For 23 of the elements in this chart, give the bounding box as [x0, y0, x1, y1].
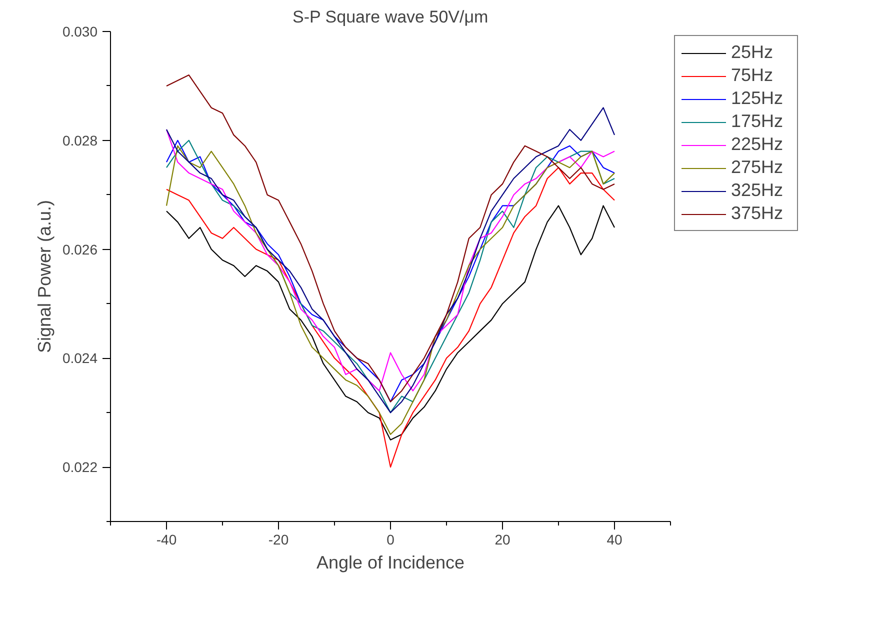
y-tick-label: 0.030 — [62, 24, 98, 40]
x-tick-label: 40 — [606, 532, 622, 548]
x-axis-title: Angle of Incidence — [316, 552, 465, 572]
legend-label: 275Hz — [731, 157, 784, 178]
legend-label: 75Hz — [731, 65, 774, 86]
legend-label: 375Hz — [731, 203, 784, 224]
y-axis-title: Signal Power (a.u.) — [34, 200, 54, 354]
y-tick-label: 0.026 — [62, 241, 98, 258]
legend-label: 325Hz — [731, 180, 784, 201]
y-tick-label: 0.028 — [62, 132, 98, 148]
chart-title: S-P Square wave 50V/μm — [292, 8, 488, 26]
x-tick-label: 20 — [494, 532, 510, 548]
y-tick-label: 0.024 — [62, 350, 98, 366]
x-tick-label: -40 — [156, 532, 177, 548]
legend-label: 125Hz — [731, 88, 784, 109]
legend-label: 25Hz — [731, 42, 774, 63]
legend-label: 225Hz — [731, 134, 784, 155]
x-tick-label: 0 — [386, 532, 395, 548]
line-series — [166, 205, 616, 440]
line-series — [166, 167, 616, 468]
y-tick-label: 0.022 — [62, 459, 98, 476]
legend-label: 175Hz — [731, 111, 784, 132]
x-tick-label: -20 — [268, 532, 289, 548]
